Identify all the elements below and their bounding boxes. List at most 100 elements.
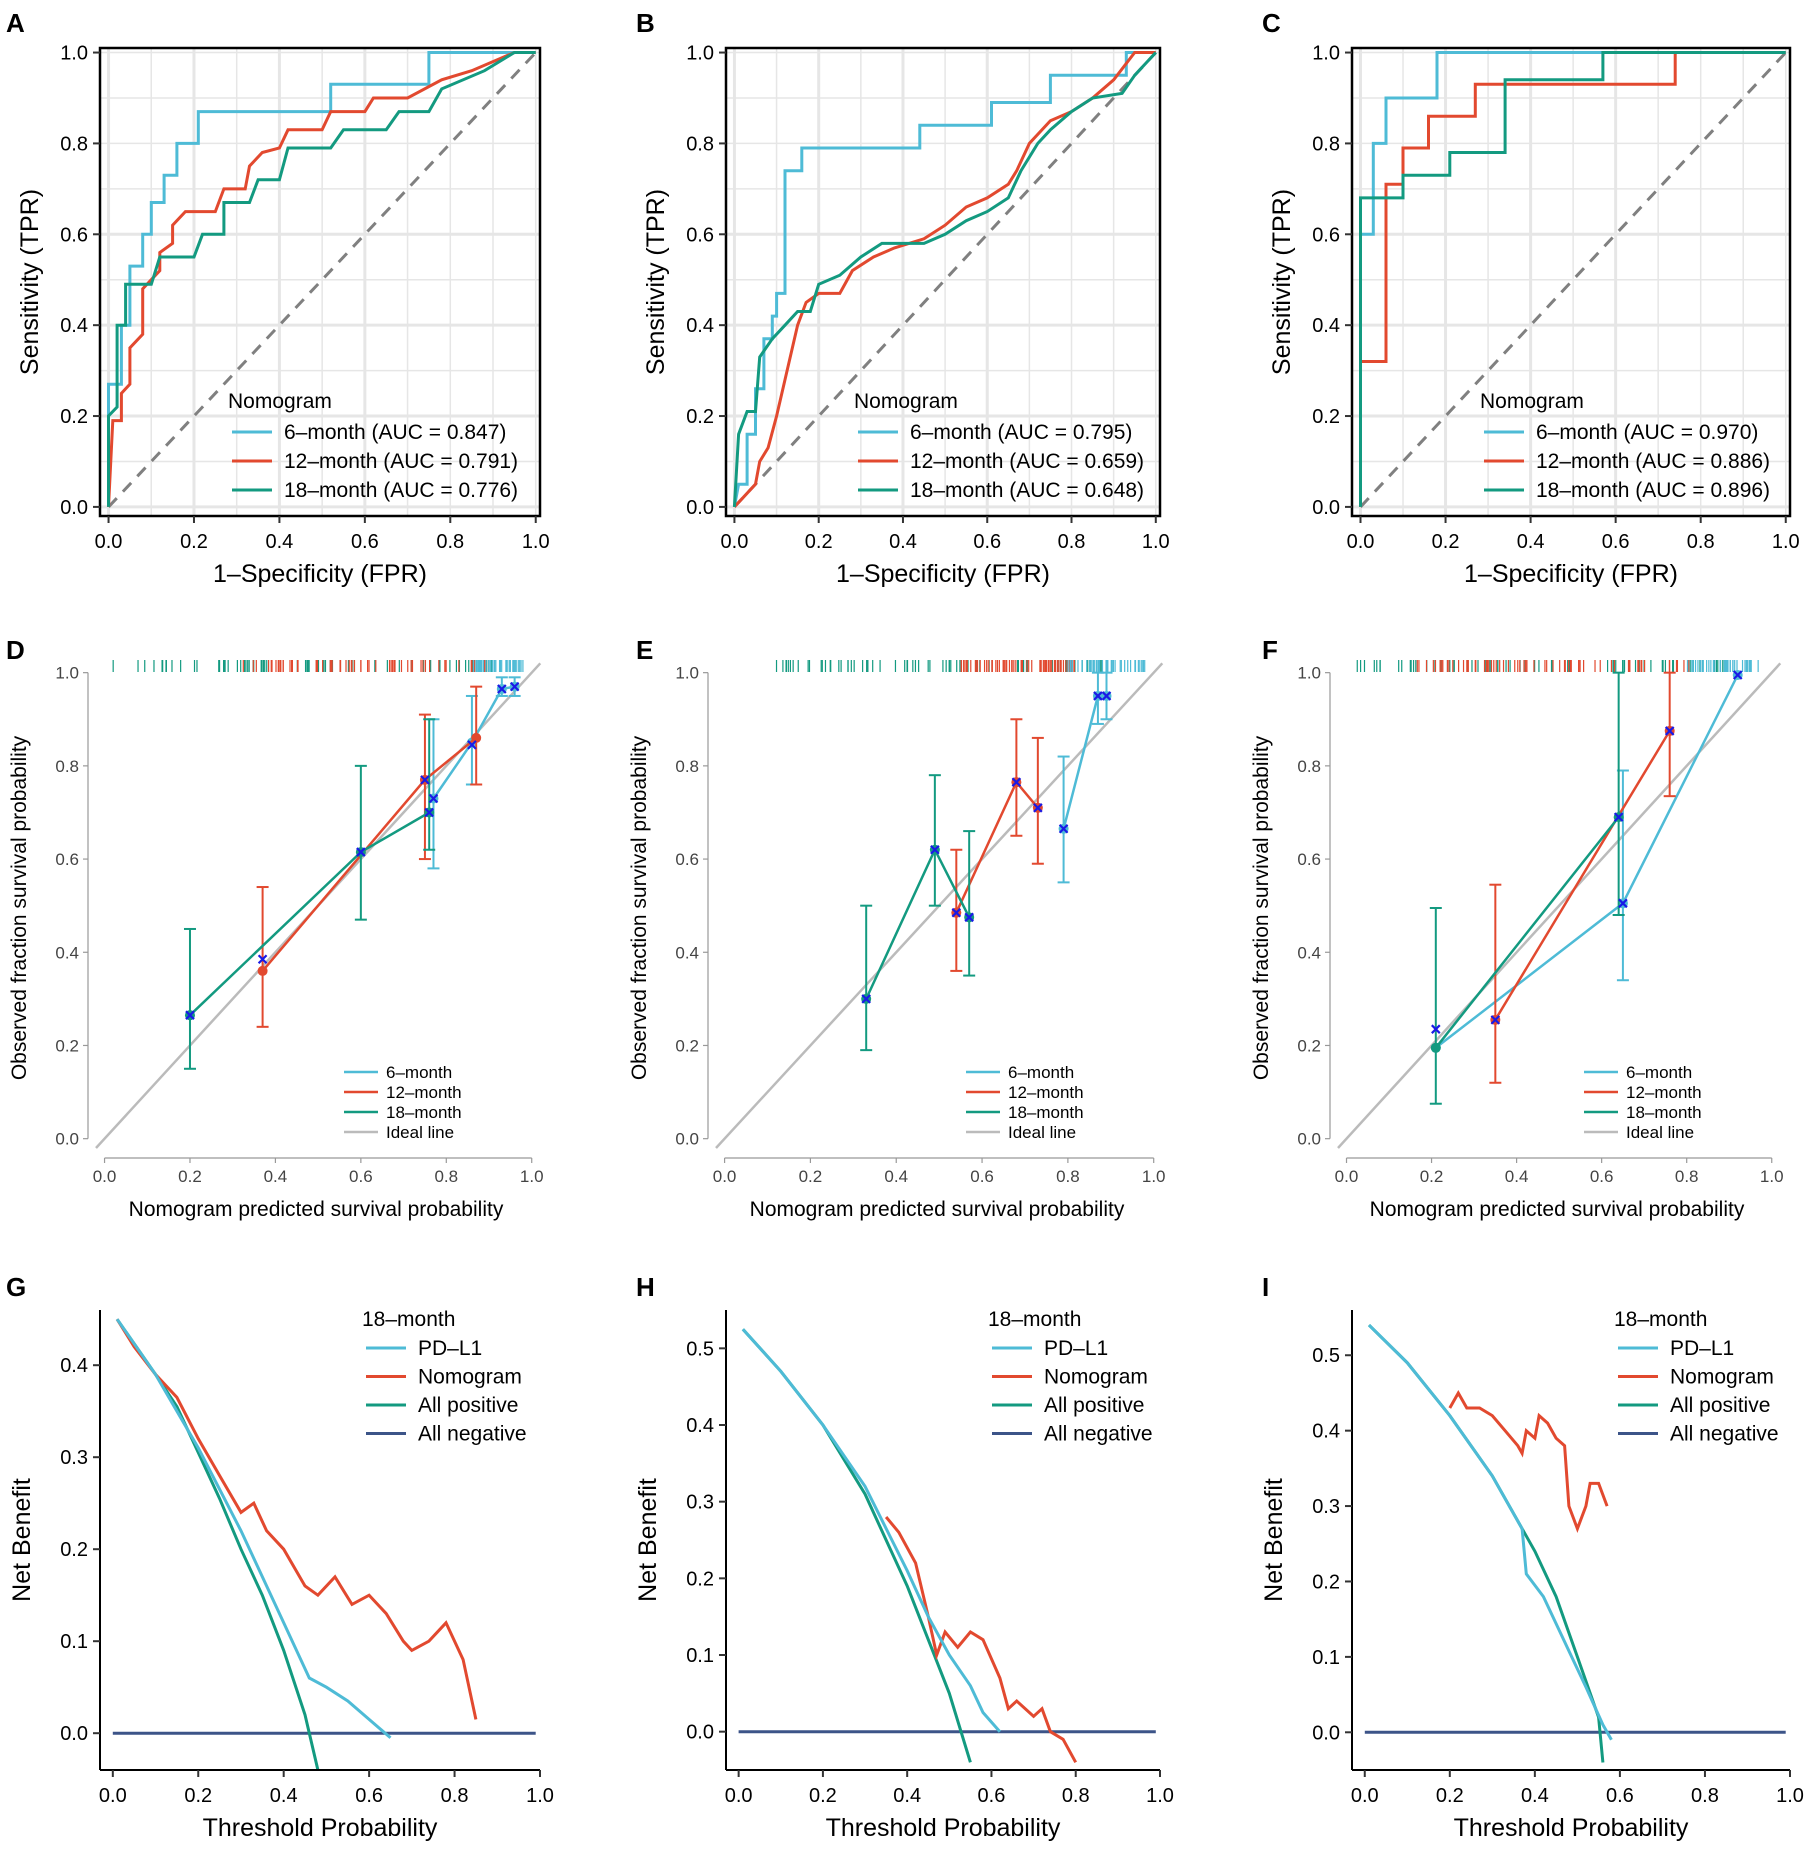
legend-item: 18–month [1626, 1103, 1702, 1122]
x-tick-label: 0.2 [180, 531, 208, 553]
legend-item: PD–L1 [1044, 1337, 1108, 1360]
y-axis-title: Observed fraction survival probability [8, 735, 31, 1080]
y-tick-label: 1.0 [675, 664, 699, 683]
panel-letter: F [1262, 635, 1278, 665]
series-line-PD-L1 [1367, 1324, 1613, 1741]
legend-item: 12–month (AUC = 0.886) [1536, 450, 1770, 473]
x-tick-label: 0.6 [351, 531, 379, 553]
y-tick-label: 0.2 [60, 1539, 88, 1561]
x-tick-label: 0.6 [978, 1785, 1006, 1807]
legend-item: Ideal line [1626, 1123, 1694, 1142]
legend-item: 6–month [1008, 1063, 1074, 1082]
series-line-18-month [732, 51, 1157, 507]
legend-item: 12–month (AUC = 0.791) [284, 450, 518, 473]
x-tick-label: 0.8 [1691, 1785, 1719, 1807]
x-tick-label: 0.8 [1675, 1167, 1699, 1186]
observed-marker [1101, 691, 1112, 701]
x-tick-label: 0.4 [889, 531, 917, 553]
y-axis-title: Net Benefit [634, 1478, 662, 1602]
panel-A: A 0.0 0.0 0.2 0.2 0.4 0.4 0.6 0.6 0.8 0.8 1.0 1.0 1–S… [6, 8, 550, 588]
observed-marker [930, 844, 940, 855]
observed-marker [424, 807, 434, 818]
y-tick-label: 1.0 [1312, 43, 1340, 65]
panel-E: E 0.0 0.0 0.2 0.2 0.4 0.4 0.6 0.6 0.8 0.8 1.0 1.0 Nom… [628, 635, 1166, 1221]
x-tick-label: 0.6 [1606, 1785, 1634, 1807]
panel-letter: E [636, 635, 653, 665]
plot-frame [724, 46, 1162, 518]
y-tick-label: 0.2 [1297, 1036, 1321, 1055]
y-tick-label: 0.0 [60, 1723, 88, 1745]
x-tick-label: 0.6 [970, 1167, 994, 1186]
plot-frame [1350, 46, 1792, 518]
legend-item: 12–month [386, 1083, 462, 1102]
x-tick-label: 0.4 [270, 1785, 298, 1807]
panel-H: H 0.0 0.2 0.4 0.6 0.8 1.0 0.0 0.1 0.2 0.3 0.4 0.5 Thr… [634, 1272, 1174, 1842]
legend-item: 6–month [1626, 1063, 1692, 1082]
y-tick-label: 0.2 [60, 406, 88, 428]
series-line-6-month [732, 51, 1156, 508]
x-tick-label: 1.0 [526, 1785, 554, 1807]
observed-marker [1732, 670, 1743, 680]
observed-marker [951, 907, 962, 918]
x-axis-title: Threshold Probability [203, 1814, 438, 1842]
legend-item: Nomogram [418, 1366, 522, 1389]
x-tick-label: 0.0 [95, 531, 123, 553]
series-line-12-month [1494, 730, 1671, 1021]
observed-marker [428, 793, 439, 804]
legend-item: All negative [1670, 1423, 1779, 1446]
rug [1356, 660, 1759, 672]
y-tick-label: 0.4 [686, 315, 714, 337]
y-tick-label: 1.0 [686, 43, 714, 65]
x-tick-label: 0.0 [721, 531, 749, 553]
x-tick-label: 0.0 [725, 1785, 753, 1807]
y-tick-label: 0.6 [675, 850, 699, 869]
legend-item: 18–month [1008, 1103, 1084, 1122]
legend-title: 18–month [362, 1308, 455, 1331]
observed-marker [420, 775, 430, 785]
x-tick-label: 0.8 [436, 531, 464, 553]
x-tick-label: 0.6 [1602, 531, 1630, 553]
x-tick-label: 0.8 [1687, 531, 1715, 553]
legend-title: Nomogram [854, 390, 958, 413]
y-tick-label: 1.0 [1297, 664, 1321, 683]
y-tick-label: 0.0 [1312, 1722, 1340, 1744]
x-tick-label: 0.0 [99, 1785, 127, 1807]
observed-marker [861, 994, 871, 1004]
x-tick-label: 0.0 [1347, 531, 1375, 553]
legend-item: All negative [1044, 1423, 1153, 1446]
legend-item: All negative [418, 1423, 527, 1446]
y-tick-label: 0.4 [1312, 315, 1340, 337]
x-axis-title: Nomogram predicted survival probability [1370, 1198, 1745, 1221]
observed-marker [497, 684, 507, 694]
y-tick-label: 0.2 [55, 1036, 79, 1055]
series-line-12-month [261, 736, 477, 972]
legend: Nomogram 6–month (AUC = 0.847) 12–month (A… [228, 390, 518, 502]
observed-marker [1058, 823, 1069, 834]
legend-item: 12–month [1008, 1083, 1084, 1102]
legend-item: Nomogram [1670, 1366, 1774, 1389]
y-tick-label: 0.8 [60, 133, 88, 155]
y-tick-label: 0.4 [60, 315, 88, 337]
y-tick-label: 0.8 [55, 757, 79, 776]
observed-marker [1490, 1015, 1501, 1025]
y-axis-title: Sensitivity (TPR) [642, 189, 670, 375]
x-tick-label: 0.4 [893, 1785, 921, 1807]
rug [112, 660, 524, 672]
series-line-6-month [432, 685, 515, 800]
x-tick-label: 0.0 [93, 1167, 117, 1186]
y-tick-label: 0.8 [1297, 757, 1321, 776]
y-tick-label: 0.0 [1297, 1130, 1321, 1149]
y-tick-label: 0.2 [686, 406, 714, 428]
plot-frame [98, 46, 542, 518]
y-tick-label: 0.6 [1312, 224, 1340, 246]
y-tick-label: 0.6 [55, 850, 79, 869]
x-tick-label: 0.4 [264, 1167, 288, 1186]
x-tick-label: 1.0 [1146, 1785, 1174, 1807]
observed-marker [1093, 691, 1103, 701]
legend-item: 6–month (AUC = 0.795) [910, 421, 1132, 444]
panel-G: G 0.0 0.2 0.4 0.6 0.8 1.0 0.0 0.1 0.2 0.3 0.4 Thresh… [6, 1272, 554, 1842]
x-tick-label: 0.4 [266, 531, 294, 553]
data-point [1430, 1042, 1441, 1053]
